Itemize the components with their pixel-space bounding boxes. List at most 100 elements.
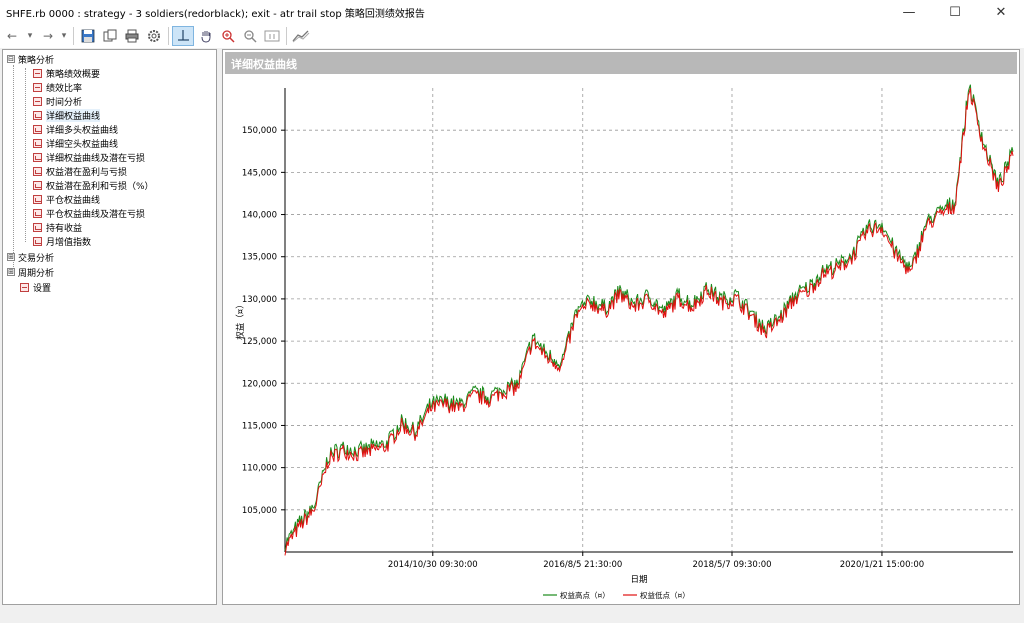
collapse-icon[interactable]: ⊟	[7, 55, 15, 63]
x-axis-label: 日期	[630, 575, 647, 585]
tree-item-closed-equity-drawdown[interactable]: 平仓权益曲线及潜在亏损	[33, 206, 145, 220]
tree-item-long-equity-curve[interactable]: 详细多头权益曲线	[33, 122, 118, 136]
y-tick-label: 135,000	[242, 253, 277, 263]
status-bar	[0, 608, 1024, 623]
chart-report-icon	[33, 222, 42, 232]
series-line-equity-low	[284, 88, 1014, 556]
tree-item-potential-profit-loss-pct[interactable]: 权益潜在盈利和亏损（%）	[33, 178, 154, 192]
tree-item-settings[interactable]: 设置	[20, 280, 51, 294]
y-axis-label: 权益（¤）	[235, 300, 246, 339]
x-tick-label: 2016/8/5 21:30:00	[543, 560, 622, 570]
title-bar: SHFE.rb 0000 : strategy - 3 soldiers(red…	[0, 0, 1024, 24]
y-tick-label: 110,000	[242, 464, 277, 474]
chart-report-icon	[33, 194, 42, 204]
pan-hand-icon[interactable]	[196, 26, 216, 46]
x-tick-label: 2020/1/21 15:00:00	[840, 560, 924, 570]
zoom-in-icon[interactable]	[218, 26, 238, 46]
copy-icon[interactable]	[100, 26, 120, 46]
toolbar-separator	[286, 27, 287, 45]
report-panel: 详细权益曲线 105,000 110,000 115,000 120,000 125,0…	[222, 49, 1020, 605]
tree-item-short-equity-curve[interactable]: 详细空头权益曲线	[33, 136, 118, 150]
tree-item-label: 详细权益曲线及潜在亏损	[46, 153, 146, 164]
chart-report-icon	[33, 110, 42, 120]
tree-item-label: 绩效比率	[46, 83, 83, 94]
series-line-equity-high	[284, 84, 1014, 551]
tree-item-label: 平仓权益曲线	[46, 195, 101, 206]
y-tick-label: 145,000	[242, 168, 277, 178]
tree-item-label: 设置	[33, 283, 52, 294]
chart-report-icon	[33, 180, 42, 190]
y-tick-label: 115,000	[242, 421, 277, 431]
tree-item-holding-return[interactable]: 持有收益	[33, 220, 82, 234]
tree-item-label: 权益潜在盈利和亏损（%）	[46, 181, 154, 192]
toolbar: ← ▾ → ▾	[0, 24, 1024, 48]
chart-report-icon	[33, 124, 42, 134]
tree-item-label: 详细权益曲线	[46, 108, 101, 122]
chart-report-icon	[33, 138, 42, 148]
y-tick-label: 105,000	[242, 506, 277, 516]
close-button[interactable]: ✕	[995, 4, 1007, 20]
print-icon[interactable]	[122, 26, 142, 46]
toolbar-separator	[73, 27, 74, 45]
expand-icon[interactable]: ⊞	[7, 268, 15, 276]
tree-item-label: 权益潜在盈利与亏损	[46, 167, 128, 178]
table-report-icon	[20, 282, 29, 292]
tree-item-potential-profit-loss[interactable]: 权益潜在盈利与亏损	[33, 164, 127, 178]
tree-group-period-analysis[interactable]: ⊞ 周期分析	[7, 265, 54, 279]
tree-item-time-analysis[interactable]: 时间分析	[33, 94, 82, 108]
forward-dropdown[interactable]: ▾	[61, 31, 67, 41]
back-dropdown[interactable]: ▾	[27, 31, 33, 41]
tree-group-label: 策略分析	[18, 55, 55, 66]
tree-item-equity-curve-drawdown[interactable]: 详细权益曲线及潜在亏损	[33, 150, 145, 164]
tree-group-label: 交易分析	[18, 253, 55, 264]
tree-group-label: 周期分析	[18, 268, 55, 279]
chart-report-icon	[33, 152, 42, 162]
tree-item-label: 时间分析	[46, 97, 83, 108]
chart-report-icon	[33, 236, 42, 246]
expand-icon[interactable]: ⊞	[7, 253, 15, 261]
toolbar-separator	[168, 27, 169, 45]
tree-item-label: 详细空头权益曲线	[46, 139, 119, 150]
table-report-icon	[33, 96, 42, 106]
tree-group-trade-analysis[interactable]: ⊞ 交易分析	[7, 250, 54, 264]
save-icon[interactable]	[78, 26, 98, 46]
chart-report-icon	[33, 208, 42, 218]
y-tick-label: 140,000	[242, 211, 277, 221]
forward-button[interactable]: →	[42, 29, 54, 43]
y-tick-label: 120,000	[242, 379, 277, 389]
navigation-tree: ⊟ 策略分析 策略绩效概要 绩效比率 时间分析 详细权益曲线 详细多头权益曲线 …	[2, 49, 217, 605]
tree-item-label: 月增值指数	[46, 237, 92, 248]
tree-item-performance-ratios[interactable]: 绩效比率	[33, 80, 82, 94]
table-report-icon	[33, 82, 42, 92]
tree-item-closed-equity-curve[interactable]: 平仓权益曲线	[33, 192, 100, 206]
zoom-out-icon[interactable]	[240, 26, 260, 46]
tree-group-strategy-analysis[interactable]: ⊟ 策略分析	[7, 52, 54, 66]
panel-header: 详细权益曲线	[225, 52, 1017, 74]
legend-label: 权益低点（¤）	[640, 590, 690, 600]
tree-item-label: 详细多头权益曲线	[46, 125, 119, 136]
window-title: SHFE.rb 0000 : strategy - 3 soldiers(red…	[6, 9, 425, 20]
x-tick-label: 2018/5/7 09:30:00	[692, 560, 771, 570]
settings-gear-icon[interactable]	[144, 26, 164, 46]
crosshair-cursor-icon[interactable]	[172, 26, 194, 46]
tree-guide	[13, 65, 14, 275]
tree-item-label: 平仓权益曲线及潜在亏损	[46, 209, 146, 220]
tree-guide	[25, 68, 26, 242]
maximize-button[interactable]: ☐	[949, 4, 961, 20]
y-tick-label: 150,000	[242, 126, 277, 136]
table-report-icon	[33, 68, 42, 78]
panel-title: 详细权益曲线	[231, 58, 297, 71]
y-tick-label: 125,000	[242, 337, 277, 347]
x-tick-label: 2014/10/30 09:30:00	[388, 560, 478, 570]
y-tick-label: 130,000	[242, 295, 277, 305]
tree-item-monthly-value-index[interactable]: 月增值指数	[33, 234, 91, 248]
tree-item-performance-summary[interactable]: 策略绩效概要	[33, 66, 100, 80]
chart-style-icon[interactable]	[290, 26, 312, 46]
minimize-button[interactable]: —	[902, 4, 916, 20]
tree-item-label: 策略绩效概要	[46, 69, 101, 80]
tree-item-equity-curve[interactable]: 详细权益曲线	[33, 108, 101, 122]
equity-curve-chart[interactable]: 105,000 110,000 115,000 120,000 125,000 130,0…	[223, 50, 1019, 604]
actual-size-icon[interactable]	[262, 26, 282, 46]
back-button[interactable]: ←	[6, 29, 18, 43]
tree-item-label: 持有收益	[46, 223, 83, 234]
